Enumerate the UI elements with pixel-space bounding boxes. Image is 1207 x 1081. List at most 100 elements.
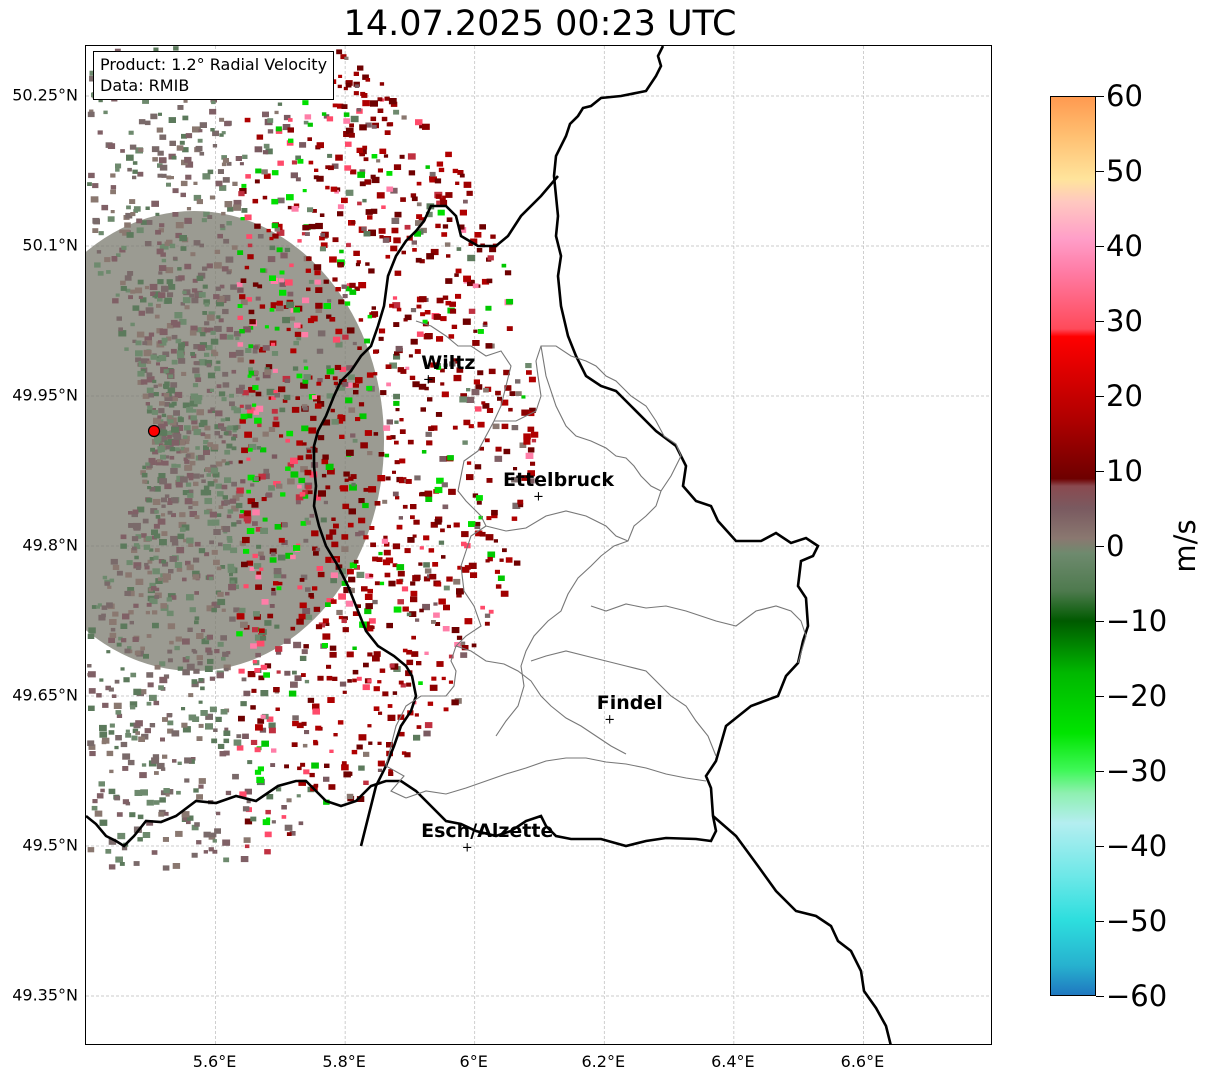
echo-pixel [114,795,121,801]
echo-pixel [213,559,220,566]
echo-pixel [368,268,375,274]
echo-pixel [222,651,229,657]
echo-pixel [158,812,165,817]
echo-pixel [360,91,366,96]
echo-pixel [499,558,504,562]
echo-pixel [204,321,210,326]
echo-pixel [180,192,186,198]
echo-pixel [354,286,360,291]
echo-pixel [240,413,248,420]
echo-pixel [152,449,159,455]
echo-pixel [342,503,350,510]
echo-pixel [321,112,327,116]
echo-pixel [376,192,385,199]
echo-pixel [124,648,131,654]
echo-pixel [162,865,170,871]
echo-pixel [368,229,376,237]
echo-pixel [386,435,392,440]
echo-pixel [154,510,159,514]
echo-pixel [341,618,347,623]
echo-pixel [270,302,279,309]
echo-pixel [345,382,353,388]
echo-pixel [138,310,145,316]
echo-pixel [263,672,270,678]
echo-pixel [248,386,256,393]
echo-pixel [436,297,444,304]
echo-pixel [116,570,123,576]
echo-pixel [209,511,217,518]
echo-pixel [302,406,308,411]
echo-pixel [309,513,315,518]
echo-pixel [279,270,285,275]
city-marker[interactable]: + [422,372,434,388]
city-marker[interactable]: + [461,840,473,856]
echo-pixel [252,521,258,526]
echo-pixel [299,655,307,661]
echo-pixel [344,56,349,60]
echo-pixel [148,332,155,337]
map-panel[interactable] [85,45,992,1045]
echo-pixel [136,218,143,224]
echo-pixel [274,110,279,115]
echo-pixel [118,330,127,337]
echo-pixel [468,308,476,314]
echo-pixel [172,188,179,194]
echo-pixel [158,473,166,479]
city-marker[interactable]: + [533,489,544,505]
echo-pixel [121,638,127,643]
echo-pixel [277,160,284,166]
echo-pixel [254,417,262,424]
echo-pixel [226,326,233,333]
echo-pixel [135,578,144,585]
echo-pixel [215,483,222,489]
echo-pixel [474,232,482,238]
echo-pixel [197,344,206,351]
echo-pixel [290,172,298,179]
echo-pixel [352,646,357,650]
city-marker[interactable]: + [604,712,616,728]
echo-pixel [464,565,471,570]
echo-pixel [300,521,307,526]
echo-pixel [436,661,444,667]
echo-pixel [170,467,178,474]
echo-pixel [151,200,159,207]
echo-pixel [157,279,164,285]
echo-pixel [141,472,148,478]
echo-pixel [363,662,369,668]
echo-pixel [521,475,529,481]
echo-pixel [88,744,96,750]
echo-pixel [180,180,188,187]
echo-pixel [161,173,167,178]
echo-pixel [152,379,157,384]
radar-map[interactable] [86,46,992,1045]
echo-pixel [165,445,171,450]
echo-pixel [358,498,365,504]
echo-pixel [350,169,357,175]
echo-pixel [487,255,494,261]
echo-pixel [175,425,184,431]
colorbar-tick-label: −60 [1106,979,1168,1013]
canton-border-5 [455,645,627,755]
echo-pixel [441,232,448,237]
echo-pixel [335,154,343,161]
echo-pixel [352,382,359,388]
echo-pixel [260,714,266,719]
radar-site-marker[interactable] [147,424,161,438]
echo-pixel [416,661,422,666]
echo-pixel [503,448,511,455]
echo-pixel [513,560,521,566]
echo-pixel [378,452,385,457]
echo-pixel [379,668,386,673]
echo-pixel [254,146,263,153]
echo-pixel [88,688,96,694]
echo-pixel [173,410,180,416]
echo-pixel [325,463,334,470]
echo-pixel [384,453,390,458]
echo-pixel [308,223,316,230]
echo-pixel [438,540,445,545]
echo-pixel [296,618,304,625]
echo-pixel [223,664,231,671]
echo-pixel [355,377,363,384]
echo-pixel [221,484,228,490]
echo-pixel [393,393,400,400]
